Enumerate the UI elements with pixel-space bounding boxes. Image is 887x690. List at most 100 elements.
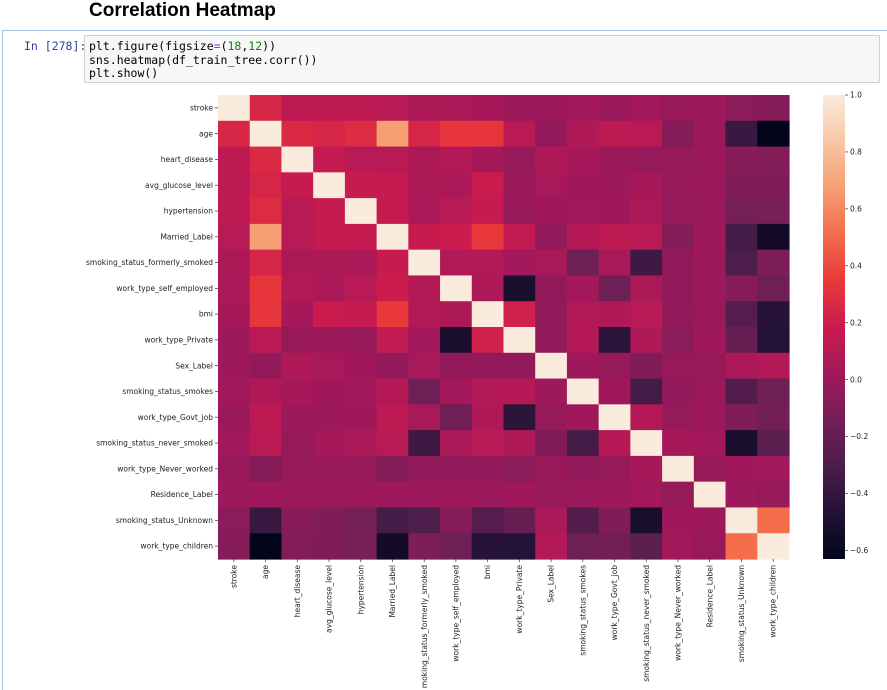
heatmap-cell — [440, 404, 473, 431]
heatmap-cell — [757, 301, 790, 328]
heatmap-cell — [376, 146, 409, 173]
heatmap-cell — [503, 507, 536, 534]
heatmap-cell — [218, 275, 251, 302]
heatmap-cell — [218, 430, 251, 457]
heatmap-cell — [471, 327, 505, 354]
heatmap-cell — [249, 327, 283, 354]
heatmap-cell — [725, 120, 758, 148]
x-tick-label: smoking_status_Unknown — [737, 565, 746, 662]
heatmap-cell — [408, 533, 441, 560]
heatmap-cell — [313, 352, 346, 380]
heatmap-cell — [440, 223, 473, 251]
heatmap-cell — [630, 507, 663, 534]
heatmap-cell — [598, 249, 631, 277]
heatmap-cell — [662, 378, 695, 405]
heatmap-cell — [440, 120, 473, 148]
heatmap-cell — [218, 378, 251, 405]
heatmap-cell — [535, 533, 568, 560]
heatmap-cell — [598, 404, 631, 431]
heatmap-cell — [566, 507, 600, 534]
heatmap-cell — [757, 352, 790, 380]
heatmap-cell — [598, 275, 631, 302]
heatmap-cell — [344, 533, 378, 560]
heatmap-cell — [630, 223, 663, 251]
code-line-2: sns.heatmap(df_train_tree.corr()) — [89, 52, 318, 67]
heatmap-cell — [344, 172, 378, 199]
heatmap-cell — [471, 378, 505, 405]
heatmap-cell — [630, 249, 663, 277]
heatmap-cell — [408, 275, 441, 302]
heatmap-cell — [630, 455, 663, 483]
heatmap-cell — [662, 95, 695, 122]
heatmap-cell — [376, 95, 409, 122]
heatmap-cell — [313, 507, 346, 534]
heatmap-cell — [535, 172, 568, 199]
heatmap-cell — [566, 404, 600, 431]
heatmap-cell — [344, 95, 378, 122]
heatmap-cell — [503, 198, 536, 225]
heatmap-cell — [218, 327, 251, 354]
heatmap-cell — [440, 275, 473, 302]
heatmap-cell — [376, 533, 409, 560]
heatmap-cell — [757, 198, 790, 225]
heatmap-cell — [757, 172, 790, 199]
x-tick-label: smoking_status_never_smoked — [642, 565, 651, 682]
heatmap-cell — [662, 507, 695, 534]
heatmap-cell — [376, 249, 409, 277]
heatmap-cell — [218, 507, 251, 534]
heatmap-cell — [757, 481, 790, 509]
y-tick-label: heart_disease — [161, 155, 214, 164]
heatmap-cell — [630, 146, 663, 173]
heatmap-cell — [566, 352, 600, 380]
x-tick-label: smoking_status_smokes — [578, 565, 587, 656]
heatmap-cell — [344, 404, 378, 431]
heatmap-cell — [598, 430, 631, 457]
heatmap-cell — [313, 533, 346, 560]
heatmap-cell — [471, 455, 505, 483]
heatmap-cell — [408, 455, 441, 483]
heatmap-cell — [630, 95, 663, 122]
heatmap-cell — [693, 430, 727, 457]
heatmap-cell — [566, 198, 600, 225]
heatmap-cell — [630, 275, 663, 302]
heatmap-cell — [376, 172, 409, 199]
heatmap-cell — [662, 249, 695, 277]
x-tick-label: smoking_status_formerly_smoked — [420, 565, 429, 688]
heatmap-cell — [440, 533, 473, 560]
heatmap-cell — [471, 533, 505, 560]
heatmap-cell — [376, 327, 409, 354]
heatmap-cell — [725, 430, 758, 457]
heatmap-cell — [757, 507, 790, 534]
heatmap-cell — [376, 223, 409, 251]
heatmap-cell — [598, 172, 631, 199]
y-tick-label: smoking_status_Unknown — [116, 516, 213, 525]
heatmap-cell — [662, 352, 695, 380]
heatmap-cell — [471, 481, 505, 509]
heatmap-cell — [218, 249, 251, 277]
heatmap-cell — [503, 172, 536, 199]
heatmap-cell — [440, 430, 473, 457]
heatmap-cell — [725, 404, 758, 431]
heatmap-cell — [662, 430, 695, 457]
heatmap-cell — [281, 172, 314, 199]
heatmap-cell — [693, 378, 727, 405]
heatmap-cell — [725, 455, 758, 483]
heatmap-cell — [630, 481, 663, 509]
heatmap-cell — [535, 404, 568, 431]
code-input-area[interactable]: plt.figure(figsize=(18,12)) sns.heatmap(… — [84, 35, 880, 83]
heatmap-cell — [693, 249, 727, 277]
heatmap-cell — [344, 455, 378, 483]
heatmap-cell — [630, 172, 663, 199]
heatmap-cell — [725, 146, 758, 173]
heatmap-cell — [344, 481, 378, 509]
y-tick-label: Residence_Label — [151, 490, 213, 499]
heatmap-cell — [662, 455, 695, 483]
colorbar-tick-label: 0.6 — [850, 204, 862, 213]
heatmap-cell — [471, 249, 505, 277]
heatmap-cell — [662, 223, 695, 251]
heatmap-cell — [249, 95, 283, 122]
heatmap-cell — [566, 146, 600, 173]
heatmap-cell — [725, 533, 758, 560]
code-line-1: plt.figure(figsize=(18,12)) — [89, 39, 277, 53]
notebook-cell[interactable] — [2, 30, 887, 690]
